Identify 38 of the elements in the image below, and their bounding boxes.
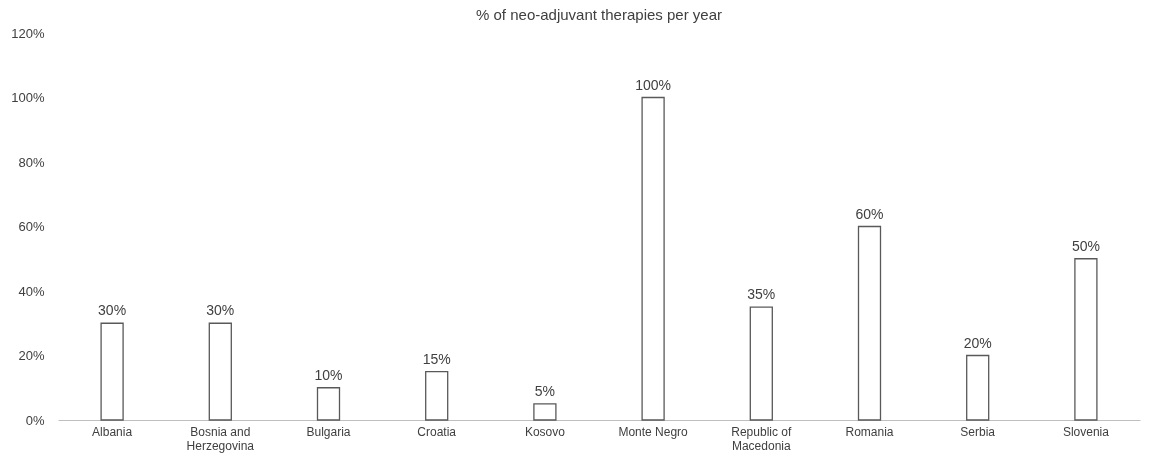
data-label: 60% — [855, 205, 884, 222]
x-tick-label: Republic of Macedonia — [731, 424, 792, 453]
data-label: 15% — [422, 350, 451, 367]
y-tick-label: 0% — [25, 412, 45, 428]
data-label: 35% — [747, 286, 776, 303]
y-tick-label: 60% — [18, 219, 45, 234]
x-tick-label: Croatia — [417, 424, 457, 439]
data-label: 30% — [98, 302, 127, 319]
data-label: 5% — [534, 382, 556, 399]
x-tick-label: Monte Negro — [618, 424, 689, 439]
y-tick-label: 40% — [18, 283, 45, 299]
data-label: 10% — [314, 366, 343, 383]
bar — [208, 322, 232, 421]
bar — [100, 322, 124, 421]
bar — [749, 306, 773, 421]
y-tick-label: 80% — [18, 154, 45, 170]
x-tick-label: Slovenia — [1062, 424, 1110, 439]
chart-title: % of neo-adjuvant therapies per year — [476, 6, 722, 23]
x-tick-label: Bosnia and Herzegovina — [186, 424, 255, 453]
x-tick-label: Romania — [845, 424, 894, 439]
bar — [966, 354, 990, 421]
bar — [316, 387, 341, 421]
data-label: 30% — [206, 302, 235, 319]
data-label: 20% — [963, 334, 992, 351]
x-tick-label: Serbia — [960, 424, 996, 439]
x-tick-label: Kosovo — [524, 424, 566, 439]
bar — [533, 403, 557, 421]
y-tick-label: 100% — [11, 90, 45, 105]
x-tick-label: Bulgaria — [306, 424, 351, 439]
y-tick-label: 120% — [11, 25, 45, 41]
bar — [857, 225, 882, 421]
bar — [1074, 258, 1098, 421]
data-label: 100% — [635, 76, 672, 93]
x-tick-label: Albania — [92, 424, 133, 439]
data-label: 50% — [1071, 237, 1100, 254]
y-tick-label: 20% — [18, 348, 45, 363]
bar — [641, 96, 665, 421]
bar — [425, 370, 449, 421]
